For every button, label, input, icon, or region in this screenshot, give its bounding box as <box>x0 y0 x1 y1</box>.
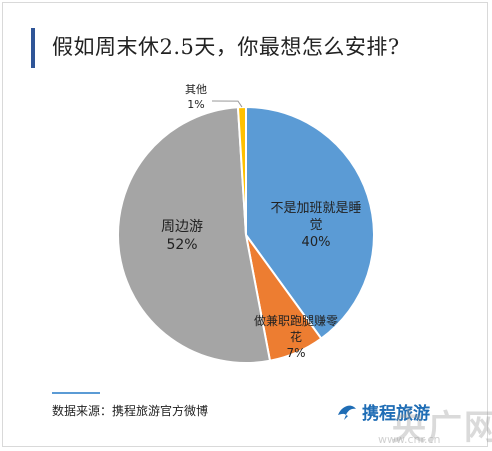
pie-slice-2 <box>117 106 272 364</box>
slice-value-label-1: 7% <box>286 346 305 360</box>
slice-value-label-0: 40% <box>302 235 331 250</box>
footer-divider <box>52 392 100 394</box>
ctrip-logo: 携程旅游 <box>336 398 430 424</box>
slice-value-label-2: 52% <box>166 237 197 253</box>
watermark-logo: 央广网 <box>392 408 492 448</box>
slice-category-label-0: 不是加班就是睡 <box>270 201 361 216</box>
slice-category-label-2: 周边游 <box>161 219 203 235</box>
data-source-note: 数据来源：携程旅游官方微博 <box>52 404 209 418</box>
title-accent-bar <box>31 28 35 68</box>
pie-slice-0 <box>245 105 375 340</box>
dolphin-icon <box>338 405 356 420</box>
pie-slices <box>117 105 375 364</box>
slice-category-label-1: 做兼职跑腿赚零 <box>254 313 338 328</box>
brand-name: 携程旅游 <box>362 403 430 424</box>
slice-category-label-0: 觉 <box>309 218 322 233</box>
leader-line-3 <box>211 100 243 108</box>
slice-category-label-1: 花 <box>290 329 302 344</box>
slice-category-label-3: 其他 <box>185 83 207 96</box>
watermark-url: www.cnr.cn <box>378 433 441 446</box>
chart-title: 假如周末休2.5天，你最想怎么安排? <box>52 35 400 59</box>
slice-value-label-3: 1% <box>187 98 204 111</box>
